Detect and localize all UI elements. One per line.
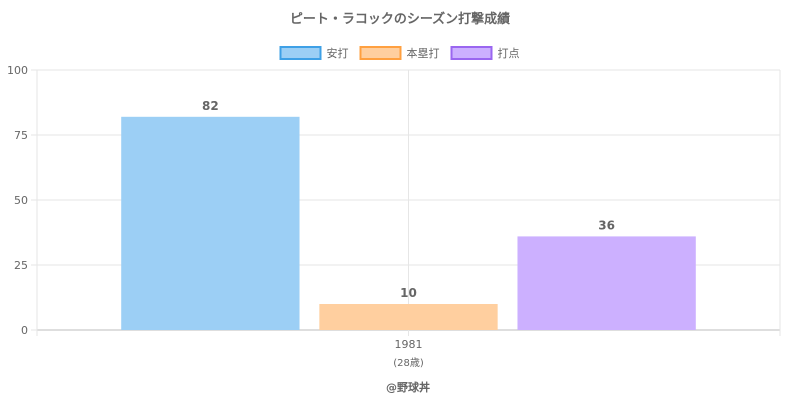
- x-axis-ticks: 1981 (28歳): [393, 338, 424, 369]
- bar-2: [319, 304, 498, 330]
- y-tick-label: 75: [14, 129, 28, 142]
- bars: [121, 116, 696, 330]
- legend-label: 安打: [327, 46, 349, 60]
- bar-1: [121, 116, 300, 330]
- y-tick-label: 25: [14, 259, 28, 272]
- legend-label: 本塁打: [407, 46, 440, 60]
- x-tick-sublabel: (28歳): [393, 357, 424, 369]
- y-tick-label: 0: [21, 324, 28, 337]
- legend-label: 打点: [498, 46, 520, 60]
- y-tick-label: 100: [7, 64, 28, 77]
- x-tick-label: 1981: [395, 338, 423, 351]
- bar-3: [517, 236, 696, 330]
- chart-title: ピート・ラコックのシーズン打撃成績: [290, 11, 510, 27]
- data-label: 36: [598, 218, 615, 232]
- legend-swatch: [450, 46, 493, 60]
- data-label: 10: [400, 286, 417, 300]
- legend-swatch: [359, 46, 402, 60]
- legend-swatch: [279, 46, 322, 60]
- data-labels: 82 10 36: [202, 99, 615, 300]
- legend: 安打 本塁打 打点: [279, 46, 520, 60]
- data-label: 82: [202, 99, 219, 113]
- credit-text: @野球丼: [386, 380, 430, 394]
- y-tick-label: 50: [14, 194, 28, 207]
- y-axis-ticks: 0 25 50 75 100: [7, 64, 28, 337]
